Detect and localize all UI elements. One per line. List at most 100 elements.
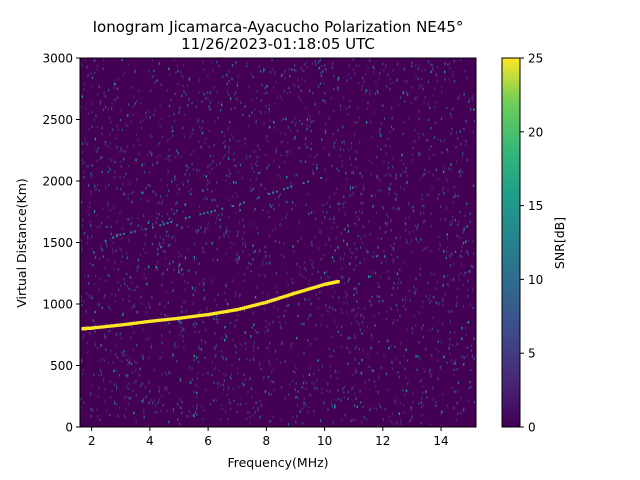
noise-speckle — [191, 163, 193, 166]
noise-speckle — [102, 357, 104, 361]
noise-speckle — [100, 359, 102, 362]
noise-speckle — [425, 295, 427, 298]
noise-speckle — [335, 138, 337, 141]
noise-speckle — [190, 188, 193, 191]
noise-speckle — [268, 103, 271, 107]
noise-speckle — [204, 340, 207, 344]
noise-speckle — [257, 406, 259, 410]
noise-speckle — [80, 62, 82, 65]
noise-speckle — [333, 217, 335, 220]
trace-point — [283, 294, 287, 298]
trace-point — [254, 303, 258, 307]
noise-speckle — [358, 209, 360, 213]
noise-speckle — [358, 64, 360, 67]
noise-speckle — [145, 395, 147, 399]
trace-point — [266, 300, 271, 304]
noise-speckle — [454, 192, 456, 195]
noise-speckle — [471, 354, 474, 358]
noise-speckle — [408, 202, 410, 205]
noise-speckle — [161, 341, 163, 345]
noise-speckle — [89, 262, 91, 265]
noise-speckle — [432, 296, 434, 299]
noise-speckle — [451, 222, 453, 225]
noise-speckle — [390, 344, 392, 348]
noise-speckle — [408, 117, 410, 120]
noise-speckle — [369, 300, 372, 304]
noise-speckle — [421, 69, 423, 72]
noise-speckle — [134, 361, 136, 364]
noise-speckle — [151, 296, 153, 299]
noise-speckle — [223, 379, 226, 382]
noise-speckle — [363, 316, 365, 319]
noise-speckle — [246, 357, 248, 361]
noise-speckle — [176, 201, 178, 204]
noise-speckle — [331, 164, 333, 168]
noise-speckle — [153, 69, 155, 73]
noise-speckle — [380, 237, 382, 240]
trace-point — [287, 293, 291, 297]
noise-speckle — [335, 370, 337, 374]
noise-speckle — [457, 287, 459, 290]
noise-speckle — [244, 137, 246, 141]
noise-speckle — [228, 79, 230, 83]
trace-point — [198, 314, 202, 318]
trace-point — [135, 321, 140, 325]
noise-speckle — [179, 379, 181, 382]
noise-speckle — [431, 64, 433, 67]
noise-speckle — [297, 240, 299, 243]
noise-speckle — [241, 381, 244, 385]
noise-speckle — [464, 326, 467, 330]
trace-point — [121, 323, 125, 327]
noise-speckle — [441, 410, 443, 414]
trace-point — [171, 317, 175, 321]
noise-speckle — [158, 386, 161, 390]
noise-speckle — [334, 403, 336, 407]
noise-speckle — [379, 72, 381, 75]
noise-speckle — [184, 203, 186, 206]
noise-speckle — [361, 358, 363, 362]
noise-speckle — [119, 247, 121, 250]
noise-speckle — [235, 345, 237, 349]
noise-speckle — [213, 399, 215, 402]
noise-speckle — [159, 236, 161, 239]
noise-speckle — [89, 332, 91, 335]
noise-speckle — [225, 337, 228, 341]
noise-speckle — [341, 159, 343, 162]
trace-point — [307, 180, 310, 183]
noise-speckle — [87, 184, 90, 187]
noise-speckle — [131, 325, 133, 328]
noise-speckle — [210, 212, 212, 216]
noise-speckle — [213, 317, 215, 321]
noise-speckle — [344, 213, 346, 216]
noise-speckle — [347, 397, 349, 400]
noise-speckle — [171, 126, 173, 129]
noise-speckle — [228, 151, 230, 154]
noise-speckle — [224, 325, 226, 329]
noise-speckle — [121, 227, 124, 231]
noise-speckle — [239, 209, 241, 212]
noise-speckle — [458, 278, 461, 281]
trace-point — [138, 321, 142, 325]
noise-speckle — [333, 145, 335, 149]
trace-point — [129, 322, 133, 326]
noise-speckle — [97, 415, 99, 418]
noise-speckle — [312, 62, 314, 65]
noise-speckle — [375, 408, 378, 411]
noise-speckle — [149, 116, 151, 119]
noise-speckle — [188, 189, 190, 193]
noise-speckle — [90, 192, 92, 195]
noise-speckle — [88, 205, 91, 209]
noise-speckle — [303, 351, 305, 355]
noise-speckle — [171, 281, 173, 284]
noise-speckle — [132, 389, 134, 393]
noise-speckle — [449, 254, 451, 257]
noise-speckle — [129, 222, 132, 226]
noise-speckle — [268, 107, 270, 111]
noise-speckle — [174, 235, 176, 238]
noise-speckle — [340, 307, 342, 311]
noise-speckle — [296, 129, 299, 132]
noise-speckle — [322, 99, 324, 102]
noise-speckle — [225, 410, 227, 414]
noise-speckle — [430, 212, 432, 215]
noise-speckle — [367, 66, 369, 70]
